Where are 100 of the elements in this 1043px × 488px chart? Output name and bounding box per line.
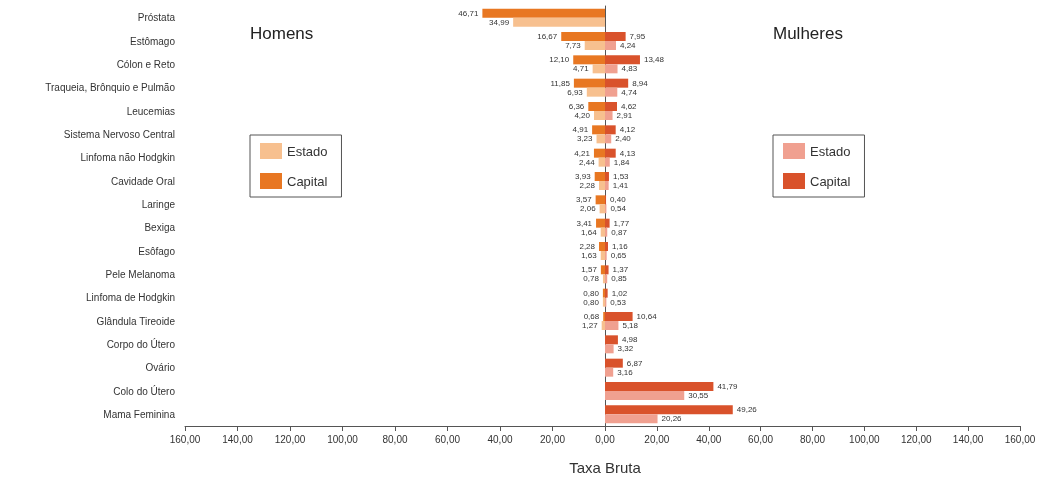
legend-label: Capital — [287, 173, 328, 189]
x-axis-title: Taxa Bruta — [569, 459, 642, 476]
y-tick-label: Cólon e Reto — [116, 58, 176, 70]
data-label: 49,26 — [736, 405, 758, 415]
annotation: Mulheres — [773, 24, 843, 43]
x-tick-label: 120,00 — [274, 433, 306, 445]
y-tick-label: Próstata — [137, 12, 176, 24]
x-tick-label: 140,00 — [222, 433, 254, 445]
x-tick-label: 120,00 — [900, 433, 932, 445]
y-tick-label: Sistema Nervoso Central — [63, 128, 175, 140]
x-tick-label: 40,00 — [487, 433, 513, 445]
legend-label: Estado — [287, 143, 328, 159]
bar — [605, 358, 623, 368]
legend-label: Capital — [810, 173, 851, 189]
data-label: 10,64 — [636, 312, 658, 321]
y-tick-label: Cavidade Oral — [111, 175, 175, 187]
data-label: 4,21 — [574, 148, 591, 158]
data-label: 0,54 — [610, 204, 627, 214]
data-label: 20,26 — [661, 414, 683, 424]
data-label: 2,28 — [579, 242, 596, 251]
data-label: 41,79 — [717, 382, 738, 391]
data-label: 1,02 — [611, 288, 628, 298]
data-label: 1,77 — [613, 218, 630, 228]
data-label: 1,64 — [581, 227, 598, 237]
x-tick-label: 0,00 — [595, 433, 616, 445]
y-tick-label: Traqueia, Brônquio e Pulmão — [45, 82, 176, 94]
bar — [600, 251, 605, 260]
y-tick-label: Esôfago — [138, 245, 176, 257]
x-tick-label: 60,00 — [434, 433, 461, 445]
data-label: 1,41 — [612, 181, 629, 190]
data-label: 3,41 — [576, 218, 593, 228]
data-label: 4,83 — [621, 64, 638, 74]
x-tick-label: 20,00 — [644, 433, 670, 445]
x-tick-label: 100,00 — [327, 433, 359, 445]
data-label: 13,48 — [643, 55, 665, 65]
data-label: 0,85 — [611, 274, 628, 284]
y-tick-label: Estômago — [129, 35, 176, 47]
data-label: 12,10 — [549, 55, 570, 65]
y-tick-label: Glândula Tireoide — [96, 315, 176, 327]
y-tick-label: Ovário — [145, 362, 176, 374]
data-label: 3,32 — [617, 344, 634, 354]
data-label: 4,98 — [621, 335, 639, 345]
data-label: 0,80 — [583, 297, 600, 307]
data-label: 7,95 — [629, 32, 646, 41]
data-label: 1,16 — [612, 242, 629, 251]
y-tick-label: Laringe — [141, 198, 176, 210]
data-label: 0,53 — [610, 297, 627, 307]
data-label: 1,63 — [581, 251, 598, 260]
data-label: 5,18 — [622, 321, 639, 330]
x-tick-label: 160,00 — [1004, 433, 1036, 445]
data-label: 3,57 — [576, 195, 593, 205]
data-label: 4,62 — [620, 102, 638, 111]
data-label: 4,91 — [572, 125, 589, 135]
data-label: 2,06 — [580, 204, 597, 214]
legend-label: Estado — [810, 143, 851, 159]
bar — [605, 335, 618, 345]
data-label: 2,28 — [579, 181, 596, 190]
y-tick-label: Linfoma de Hodgkin — [86, 292, 175, 304]
y-tick-label: Corpo do Útero — [106, 337, 176, 350]
data-label: 4,71 — [573, 64, 590, 74]
data-label: 4,12 — [619, 125, 636, 135]
y-tick-label: Colo do Útero — [113, 384, 176, 397]
data-label: 30,55 — [688, 391, 709, 400]
data-label: 0,78 — [583, 274, 600, 284]
y-tick-label: Pele Melanoma — [105, 268, 176, 280]
data-label: 0,68 — [583, 312, 600, 321]
x-tick-label: 160,00 — [169, 433, 201, 445]
data-label: 1,84 — [613, 157, 630, 167]
data-label: 11,85 — [550, 78, 571, 88]
data-label: 3,16 — [617, 367, 634, 377]
data-label: 1,27 — [582, 321, 599, 330]
data-label: 3,23 — [576, 134, 594, 144]
bar — [595, 195, 605, 205]
data-label: 4,20 — [574, 111, 591, 120]
data-label: 4,13 — [619, 148, 636, 158]
y-tick-label: Leucemias — [126, 105, 175, 117]
data-label: 4,74 — [621, 87, 638, 97]
x-tick-label: 80,00 — [382, 433, 408, 445]
data-label: 4,24 — [620, 41, 637, 50]
data-label: 34,99 — [489, 17, 510, 27]
x-tick-label: 40,00 — [696, 433, 722, 445]
data-label: 2,91 — [616, 111, 633, 120]
data-label: 2,44 — [579, 157, 596, 167]
bar — [599, 204, 605, 214]
data-label: 7,73 — [565, 41, 582, 50]
bar — [605, 344, 614, 354]
data-label: 1,37 — [612, 265, 629, 275]
data-label: 1,57 — [581, 265, 598, 275]
bar — [605, 367, 614, 377]
y-tick-label: Bexiga — [144, 222, 176, 234]
data-label: 0,65 — [610, 251, 627, 260]
y-tick-label: Mama Feminina — [103, 408, 176, 420]
x-tick-label: 20,00 — [539, 433, 566, 445]
data-label: 6,93 — [567, 87, 584, 97]
x-tick-label: 100,00 — [849, 433, 881, 445]
data-label: 16,67 — [537, 32, 558, 41]
bar — [605, 312, 633, 321]
bar — [513, 17, 605, 27]
data-label: 1,53 — [612, 172, 630, 181]
data-label: 3,93 — [575, 172, 592, 181]
